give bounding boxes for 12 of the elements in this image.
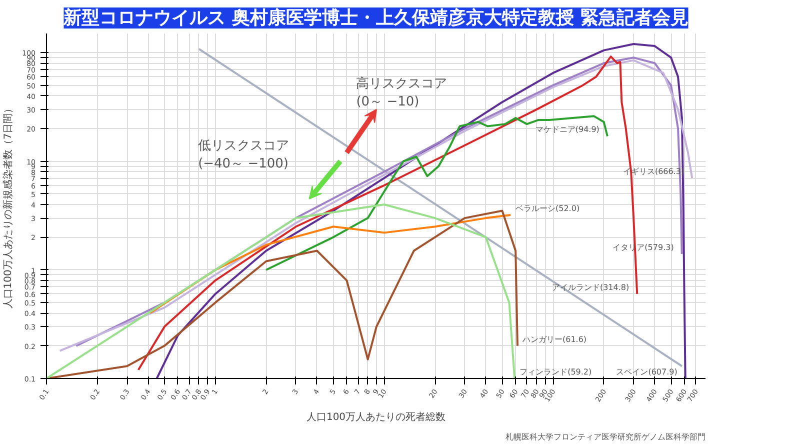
y-axis-title: 人口100万人あたりの新規感染者数（7日間） [2, 103, 14, 309]
series-label: アイルランド(314.8) [552, 282, 630, 292]
annotation: 高リスクスコア (0～ −10) [356, 75, 448, 110]
chart-title: 新型コロナウイルス 奥村康医学博士・上久保靖彦京大特定教授 緊急記者会見 [62, 8, 688, 28]
series-label: ベラルーシ(52.0) [516, 204, 580, 214]
annotation: 低リスクスコア (−40～ −100) [198, 138, 290, 172]
series-label: スペイン(607.9) [616, 368, 678, 376]
series-label: フィンランド(59.2) [520, 368, 592, 376]
x-axis-title: 人口100万人あたりの死者総数 [306, 410, 446, 423]
series-label: ハンガリー(61.6) [521, 334, 587, 344]
text: 札幌医科大学フロンティア医学研究所ゲノム医科学部門 [506, 432, 706, 442]
series-label: マケドニア(94.9) [535, 125, 600, 134]
